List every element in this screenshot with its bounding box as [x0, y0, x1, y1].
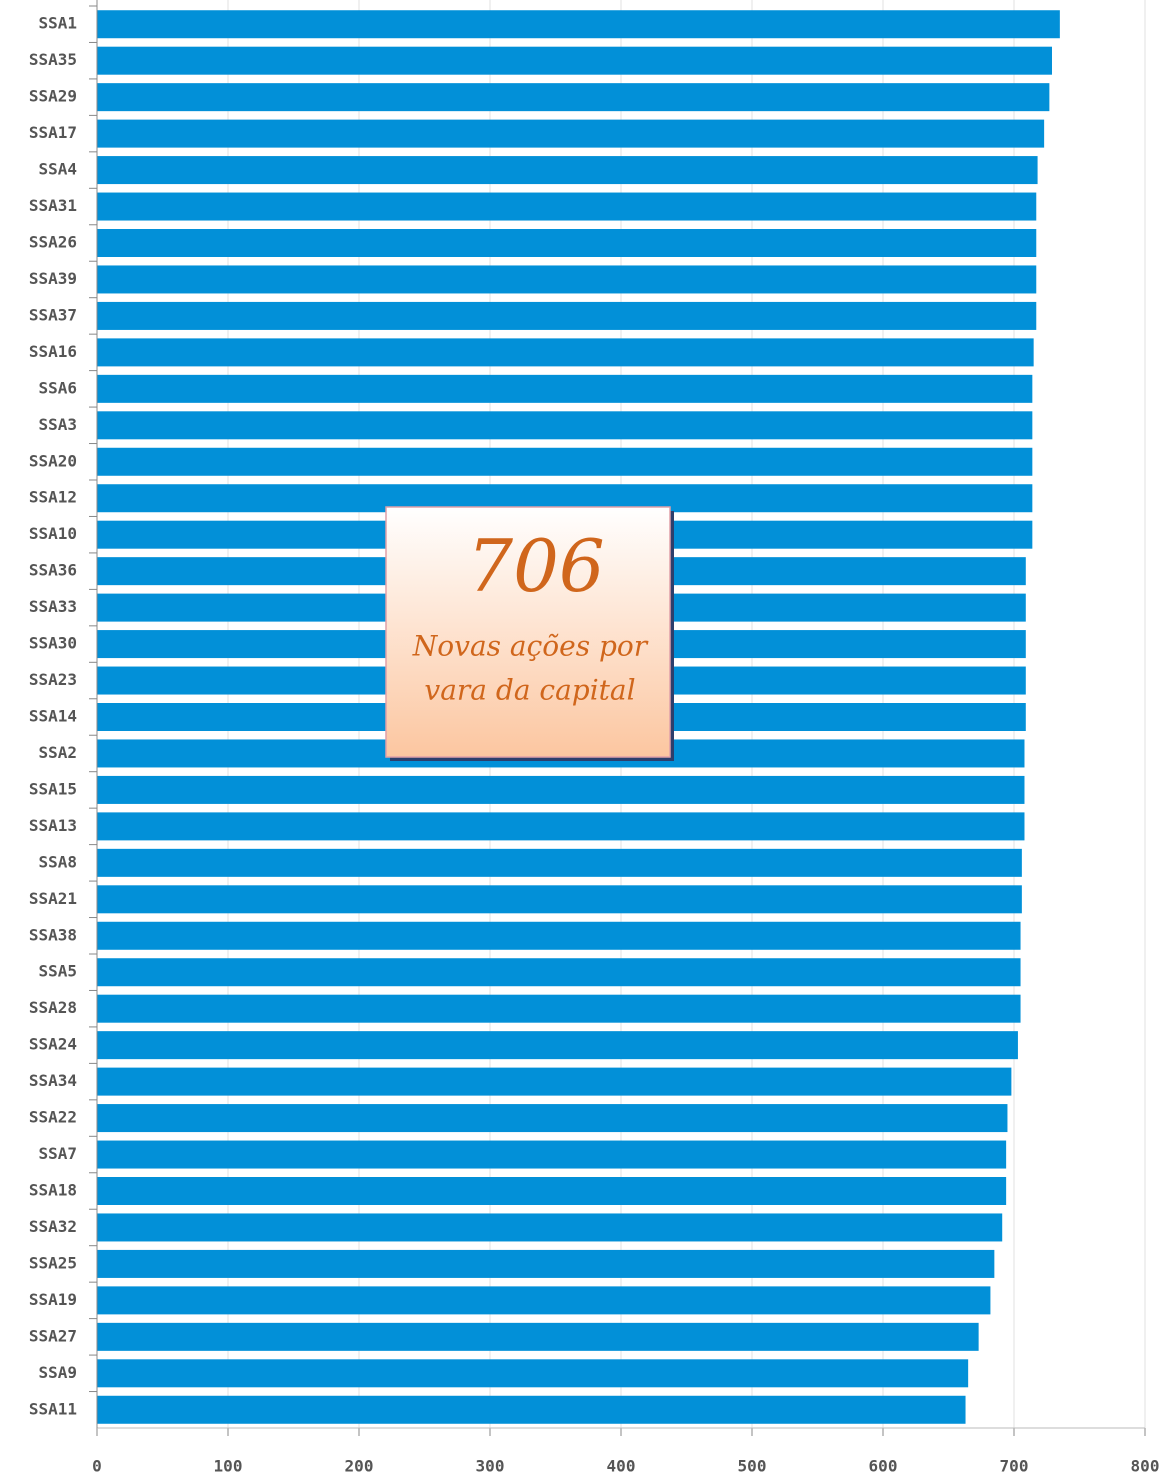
- annotation-text: Novas ações por: [412, 630, 649, 663]
- bar: [97, 1104, 1008, 1133]
- y-tick-label: SSA22: [29, 1108, 77, 1127]
- x-tick-label: 500: [738, 1457, 767, 1476]
- y-tick-label: SSA27: [29, 1326, 77, 1345]
- y-tick-label: SSA16: [29, 342, 77, 361]
- y-tick-label: SSA3: [38, 415, 77, 434]
- annotation-box: [385, 506, 671, 758]
- y-tick-label: SSA23: [29, 670, 77, 689]
- y-tick-label: SSA37: [29, 305, 77, 324]
- bar: [97, 1213, 1003, 1242]
- y-tick-label: SSA11: [29, 1399, 77, 1418]
- y-tick-label: SSA26: [29, 233, 77, 252]
- bar: [97, 301, 1037, 330]
- bars: [97, 10, 1060, 1424]
- bar: [97, 447, 1033, 476]
- y-tick-label: SSA14: [29, 707, 77, 726]
- y-tick-label: SSA33: [29, 597, 77, 616]
- x-tick-label: 600: [869, 1457, 898, 1476]
- bar: [97, 10, 1060, 39]
- bar: [97, 265, 1037, 294]
- y-tick-label: SSA5: [38, 962, 77, 981]
- y-tick-label: SSA17: [29, 123, 77, 142]
- x-tick-label: 100: [214, 1457, 243, 1476]
- x-tick-label: 0: [92, 1457, 102, 1476]
- bar: [97, 374, 1033, 403]
- x-tick-label: 300: [476, 1457, 505, 1476]
- bar: [97, 83, 1050, 112]
- y-tick-label: SSA31: [29, 196, 77, 215]
- y-tick-label: SSA30: [29, 634, 77, 653]
- y-tick-label: SSA2: [38, 743, 77, 762]
- bar: [97, 812, 1025, 841]
- annotation-value: 706: [467, 524, 604, 608]
- y-tick-label: SSA9: [38, 1363, 77, 1382]
- bar: [97, 885, 1022, 914]
- y-tick-label: SSA28: [29, 998, 77, 1017]
- y-tick-label: SSA39: [29, 269, 77, 288]
- y-tick-label: SSA18: [29, 1181, 77, 1200]
- y-tick-label: SSA29: [29, 87, 77, 106]
- bar: [97, 119, 1045, 148]
- y-tick-label: SSA35: [29, 50, 77, 69]
- bar: [97, 192, 1037, 221]
- bar: [97, 1322, 979, 1351]
- y-tick-label: SSA7: [38, 1144, 77, 1163]
- y-tick-label: SSA32: [29, 1217, 77, 1236]
- y-tick-label: SSA4: [38, 160, 77, 179]
- bar: [97, 1249, 995, 1278]
- bar: [97, 958, 1021, 987]
- annotation-text: vara da capital: [424, 674, 635, 707]
- bar: [97, 338, 1034, 367]
- annotation: 706 Novas ações por vara da capital: [385, 506, 674, 761]
- y-tick-label: SSA15: [29, 779, 77, 798]
- bar: [97, 1177, 1007, 1205]
- bar: [97, 775, 1025, 804]
- y-tick-label: SSA34: [29, 1071, 77, 1090]
- y-tick-label: SSA6: [38, 378, 77, 397]
- x-tick-label: 700: [1000, 1457, 1029, 1476]
- bar: [97, 1286, 991, 1315]
- y-tick-label: SSA1: [38, 14, 77, 33]
- bar: [97, 1031, 1018, 1060]
- y-tick-label: SSA38: [29, 925, 77, 944]
- x-tick-label: 800: [1131, 1457, 1160, 1476]
- y-tick-label: SSA25: [29, 1253, 77, 1272]
- bar: [97, 411, 1033, 440]
- bar: [97, 1067, 1012, 1096]
- bar: [97, 994, 1021, 1023]
- y-tick-label: SSA20: [29, 451, 77, 470]
- y-tick-label: SSA8: [38, 852, 77, 871]
- y-tick-label: SSA19: [29, 1290, 77, 1309]
- bar: [97, 229, 1037, 257]
- y-tick-label: SSA24: [29, 1035, 77, 1054]
- bar: [97, 46, 1052, 75]
- x-tick-label: 200: [345, 1457, 374, 1476]
- y-tick-label: SSA13: [29, 816, 77, 835]
- bar: [97, 848, 1022, 877]
- bar: [97, 156, 1038, 185]
- bar: [97, 921, 1021, 950]
- y-tick-label: SSA21: [29, 889, 77, 908]
- bar: [97, 1395, 966, 1424]
- y-tick-label: SSA12: [29, 488, 77, 507]
- bar: [97, 1359, 969, 1388]
- bar: [97, 1140, 1007, 1169]
- axes: 0 100 200 300 400 500 600 700 800 SSA1 SSA35 SSA29 S…: [29, 0, 1160, 1476]
- x-tick-label: 400: [607, 1457, 636, 1476]
- y-tick-label: SSA36: [29, 561, 77, 580]
- y-tick-label: SSA10: [29, 524, 77, 543]
